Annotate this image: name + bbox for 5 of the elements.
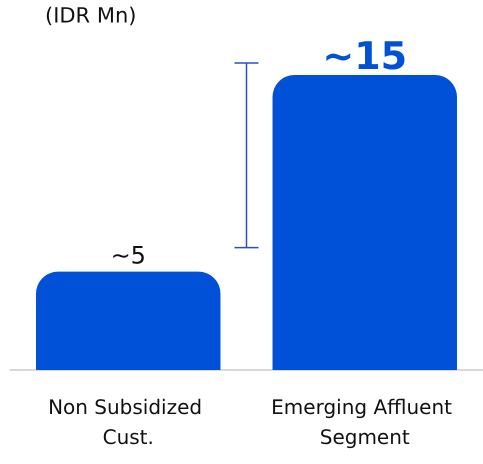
x-tick-label: Non Subsidized Cust. (48, 395, 208, 449)
x-tick-label: Emerging Affluent Segment (271, 395, 458, 449)
y-axis-title: (IDR Mn) (45, 4, 136, 28)
data-label: ~15 (322, 34, 408, 78)
data-label: ~5 (110, 242, 146, 270)
